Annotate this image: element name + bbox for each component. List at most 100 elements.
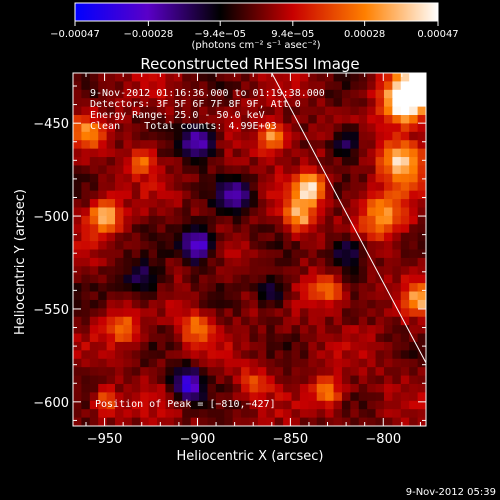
x-tick-label: −850 — [273, 432, 309, 447]
heatmap-cell — [291, 89, 301, 99]
heatmap-cell — [249, 115, 259, 125]
heatmap-cell — [308, 392, 318, 402]
heatmap-cell — [165, 299, 175, 309]
heatmap-cell — [325, 165, 335, 175]
heatmap-cell — [207, 358, 217, 368]
heatmap-cell — [81, 392, 91, 402]
heatmap-cell — [341, 190, 351, 200]
heatmap-cell — [291, 299, 301, 309]
heatmap-cell — [115, 98, 125, 108]
heatmap-cell — [308, 316, 318, 326]
heatmap-cell — [173, 165, 183, 175]
heatmap-cell — [89, 333, 99, 343]
heatmap-cell — [358, 165, 368, 175]
heatmap-cell — [400, 417, 410, 426]
heatmap-cell — [224, 325, 234, 335]
heatmap-cell — [173, 358, 183, 368]
heatmap-cell — [308, 409, 318, 419]
heatmap-cell — [73, 350, 82, 360]
heatmap-cell — [232, 115, 242, 125]
heatmap-cell — [224, 123, 234, 133]
heatmap-cell — [165, 148, 175, 158]
heatmap-cell — [224, 257, 234, 267]
heatmap-cell — [274, 190, 284, 200]
heatmap-cell — [207, 190, 217, 200]
heatmap-cell — [409, 249, 419, 259]
heatmap-cell — [325, 325, 335, 335]
heatmap-cell — [316, 400, 326, 410]
heatmap-cell — [400, 291, 410, 301]
heatmap-cell — [199, 409, 209, 419]
heatmap-cell — [98, 392, 108, 402]
heatmap-cell — [106, 140, 116, 150]
heatmap-cell — [73, 224, 82, 234]
heatmap-cell — [81, 417, 91, 426]
heatmap-cell — [148, 232, 158, 242]
heatmap-cell — [182, 73, 192, 82]
heatmap-cell — [232, 207, 242, 217]
heatmap-cell — [199, 341, 209, 351]
heatmap-cell — [257, 73, 267, 82]
heatmap-cell — [173, 182, 183, 192]
heatmap-cell — [350, 207, 360, 217]
heatmap-cell — [383, 81, 393, 91]
heatmap-cell — [173, 291, 183, 301]
heatmap-cell — [123, 383, 133, 393]
heatmap-cell — [73, 140, 82, 150]
heatmap-cell — [358, 249, 368, 259]
heatmap-cell — [232, 148, 242, 158]
heatmap-cell — [89, 165, 99, 175]
heatmap-cell — [115, 274, 125, 284]
heatmap-cell — [106, 165, 116, 175]
heatmap-cell — [241, 383, 251, 393]
heatmap-cell — [417, 283, 426, 293]
heatmap-cell — [73, 165, 82, 175]
heatmap-cell — [375, 115, 385, 125]
heatmap-cell — [89, 131, 99, 141]
heatmap-cell — [123, 199, 133, 209]
heatmap-cell — [157, 333, 167, 343]
heatmap-cell — [333, 266, 343, 276]
heatmap-cell — [392, 182, 402, 192]
heatmap-cell — [299, 274, 309, 284]
heatmap-cell — [417, 333, 426, 343]
heatmap-cell — [140, 148, 150, 158]
heatmap-cell — [367, 115, 377, 125]
heatmap-cell — [308, 350, 318, 360]
heatmap-cell — [249, 224, 259, 234]
heatmap-cell — [224, 207, 234, 217]
heatmap-cell — [140, 199, 150, 209]
heatmap-cell — [241, 341, 251, 351]
heatmap-cell — [274, 165, 284, 175]
heatmap-cell — [299, 131, 309, 141]
heatmap-cell — [333, 392, 343, 402]
heatmap-cell — [367, 358, 377, 368]
heatmap-cell — [266, 123, 276, 133]
heatmap-cell — [266, 409, 276, 419]
heatmap-cell — [81, 316, 91, 326]
heatmap-cell — [266, 173, 276, 183]
heatmap-cell — [148, 299, 158, 309]
heatmap-cell — [241, 182, 251, 192]
heatmap-cell — [400, 358, 410, 368]
heatmap-cell — [417, 341, 426, 351]
heatmap-cell — [409, 89, 419, 99]
heatmap-cell — [131, 299, 141, 309]
heatmap-cell — [358, 283, 368, 293]
heatmap-cell — [98, 148, 108, 158]
heatmap-cell — [165, 249, 175, 259]
heatmap-cell — [266, 291, 276, 301]
heatmap-cell — [81, 73, 91, 82]
heatmap-cell — [131, 140, 141, 150]
heatmap-cell — [115, 215, 125, 225]
heatmap-cell — [190, 232, 200, 242]
heatmap-cell — [190, 392, 200, 402]
heatmap-cell — [131, 375, 141, 385]
heatmap-cell — [89, 341, 99, 351]
heatmap-cell — [409, 98, 419, 108]
heatmap-cell — [157, 98, 167, 108]
heatmap-cell — [358, 274, 368, 284]
heatmap-cell — [325, 81, 335, 91]
plot-area: −950 −900 −850 −800−450−500−550−600 — [33, 72, 427, 447]
heatmap-cell — [115, 417, 125, 426]
